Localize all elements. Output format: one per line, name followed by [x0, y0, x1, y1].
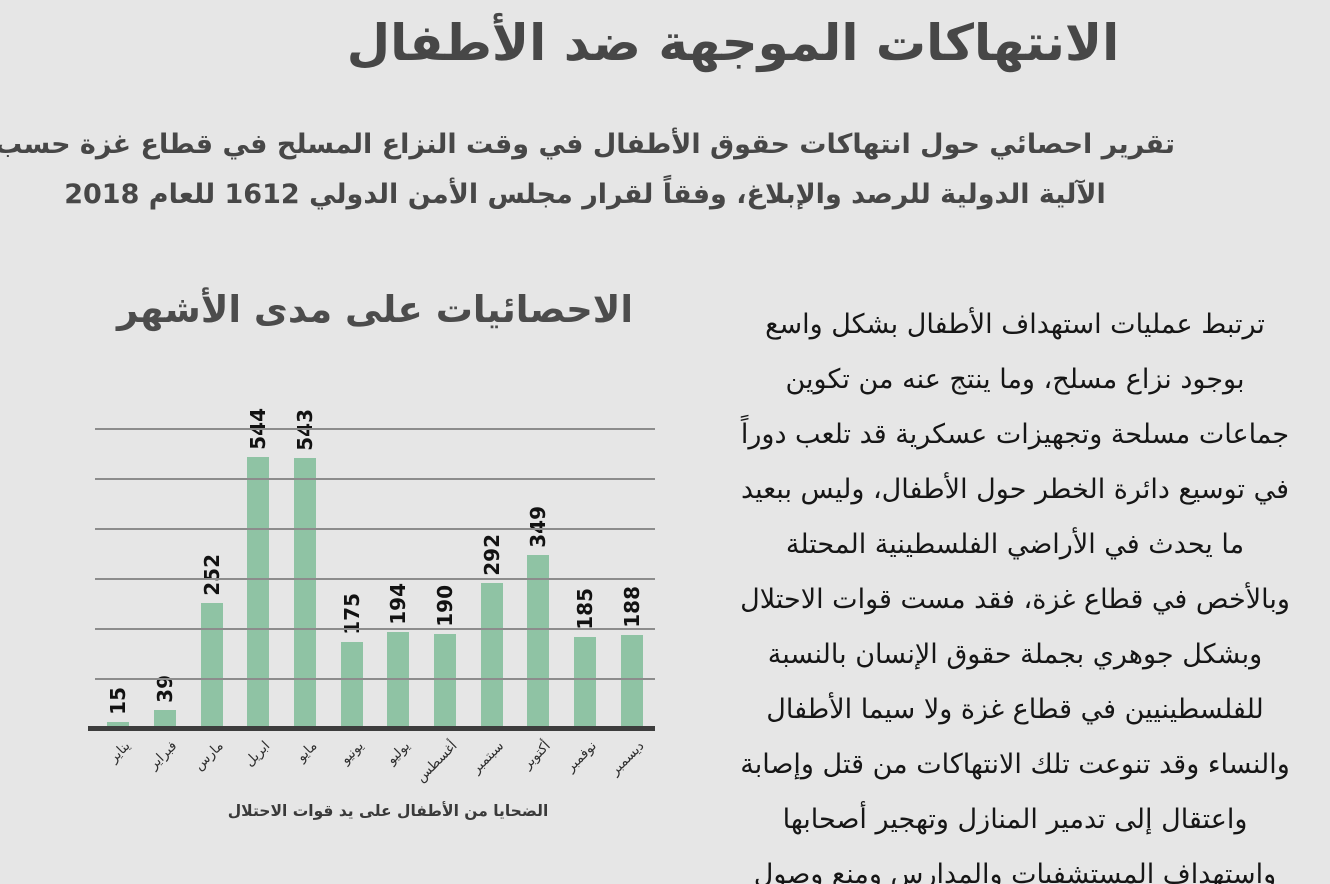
- article-line: والنساء وقد تنوعت تلك الانتهاكات من قتل …: [740, 749, 1290, 780]
- article-line: وبشكل جوهري بجملة حقوق الإنسان بالنسبة: [767, 639, 1263, 670]
- chart-caption: الضحايا من الأطفال على يد قوات الاحتلال: [227, 802, 549, 820]
- bar-slot-سبتمبر: 292: [468, 389, 515, 729]
- bar-slot-يناير: 15: [95, 389, 142, 729]
- bar-slot-أغسطس: 190: [422, 389, 469, 729]
- bar-value-label: 252: [199, 554, 224, 596]
- chart-title: الاحصائيات على مدى الأشهر: [116, 288, 634, 331]
- bar: [620, 635, 643, 729]
- bar: [574, 636, 597, 729]
- bar: [387, 632, 410, 729]
- article-line: للفلسطينيين في قطاع غزة ولا سيما الأطفال: [766, 694, 1264, 725]
- page-subtitle: تقرير احصائي حول انتهاكات حقوق الأطفال ف…: [0, 120, 1175, 220]
- article-line: وبالأخص في قطاع غزة، فقد مست قوات الاحتل…: [740, 584, 1290, 615]
- gridline-600: [95, 428, 655, 430]
- month-label: نوفمبر: [563, 738, 601, 776]
- bar-value-label: 185: [573, 587, 598, 630]
- month-label: يونيو: [337, 738, 367, 768]
- month-label: فبراير: [145, 738, 181, 773]
- bar: [340, 641, 363, 729]
- article-line: واعتقال إلى تدمير المنازل وتهجير أصحابها: [782, 804, 1248, 835]
- bar-value-label: 349: [526, 505, 551, 548]
- article-line: ترتبط عمليات استهداف الأطفال بشكل واسع: [765, 309, 1265, 340]
- bar-value-label: 292: [479, 534, 504, 576]
- gridline-100: [95, 678, 655, 680]
- month-label: ابريل: [241, 738, 274, 770]
- month-label: يناير: [105, 738, 134, 766]
- subtitle-line-1: تقرير احصائي حول انتهاكات حقوق الأطفال ف…: [0, 129, 1175, 160]
- bar: [434, 634, 457, 729]
- article-line: بوجود نزاع مسلح، وما ينتج عنه من تكوين: [785, 364, 1245, 395]
- bar: [527, 554, 550, 729]
- bar: [294, 457, 317, 729]
- bar-value-label: 188: [619, 586, 644, 628]
- bar: [480, 583, 503, 729]
- gridline-300: [95, 578, 655, 580]
- bar-value-label: 190: [433, 585, 458, 627]
- bar-slot-مارس: 252: [188, 389, 235, 729]
- bar-slot-يونيو: 175: [328, 389, 375, 729]
- gridline-400: [95, 528, 655, 530]
- bar-value-label: 194: [386, 583, 411, 625]
- bar: [154, 709, 176, 729]
- bars-layer: 15 39 252 544543175 194 190 292 349 185 188: [95, 389, 655, 729]
- bar: [200, 603, 223, 729]
- bar-slot-أكتوبر: 349: [515, 389, 562, 729]
- x-axis-line: [88, 726, 655, 731]
- bar-slot-نوفمبر: 185: [562, 389, 609, 729]
- article-line: في توسيع دائرة الخطر حول الأطفال، وليس ب…: [740, 474, 1290, 505]
- article-text: ترتبط عمليات استهداف الأطفال بشكل واسع بو…: [700, 297, 1330, 884]
- bar-slot-ابريل: 544: [235, 389, 282, 729]
- article-line: جماعات مسلحة وتجهيزات عسكرية قد تلعب دور…: [740, 419, 1290, 450]
- article-line: ما يحدث في الأراضي الفلسطينية المحتلة: [785, 529, 1245, 560]
- bar: [107, 721, 130, 729]
- month-label: أكتوبر: [519, 738, 554, 773]
- bar-slot-فبراير: 39: [142, 389, 189, 729]
- month-label: أغسطس: [412, 738, 461, 786]
- month-label: مايو: [293, 738, 321, 765]
- page-title: الانتهاكات الموجهة ضد الأطفال: [346, 14, 1120, 72]
- month-label: يوليو: [384, 738, 414, 768]
- month-label: مارس: [191, 738, 227, 774]
- gridline-500: [95, 478, 655, 480]
- article-line: واستهداف المستشفيات والمدارس ومنع وصول: [753, 859, 1277, 884]
- bar-value-label: 15: [106, 686, 131, 715]
- bar-chart-plot: 15 39 252 544543175 194 190 292 349 185 188 يناير…: [88, 389, 655, 785]
- month-label: سبتمبر: [468, 738, 507, 777]
- bar-slot-ديسمبر: 188: [608, 389, 655, 729]
- bar-slot-يوليو: 194: [375, 389, 422, 729]
- month-label: ديسمبر: [606, 738, 647, 779]
- bar-slot-مايو: 543: [282, 389, 329, 729]
- subtitle-line-2: الآلية الدولية للرصد والإبلاغ، وفقاً لقر…: [64, 179, 1106, 210]
- gridline-200: [95, 628, 655, 630]
- bar: [247, 457, 270, 729]
